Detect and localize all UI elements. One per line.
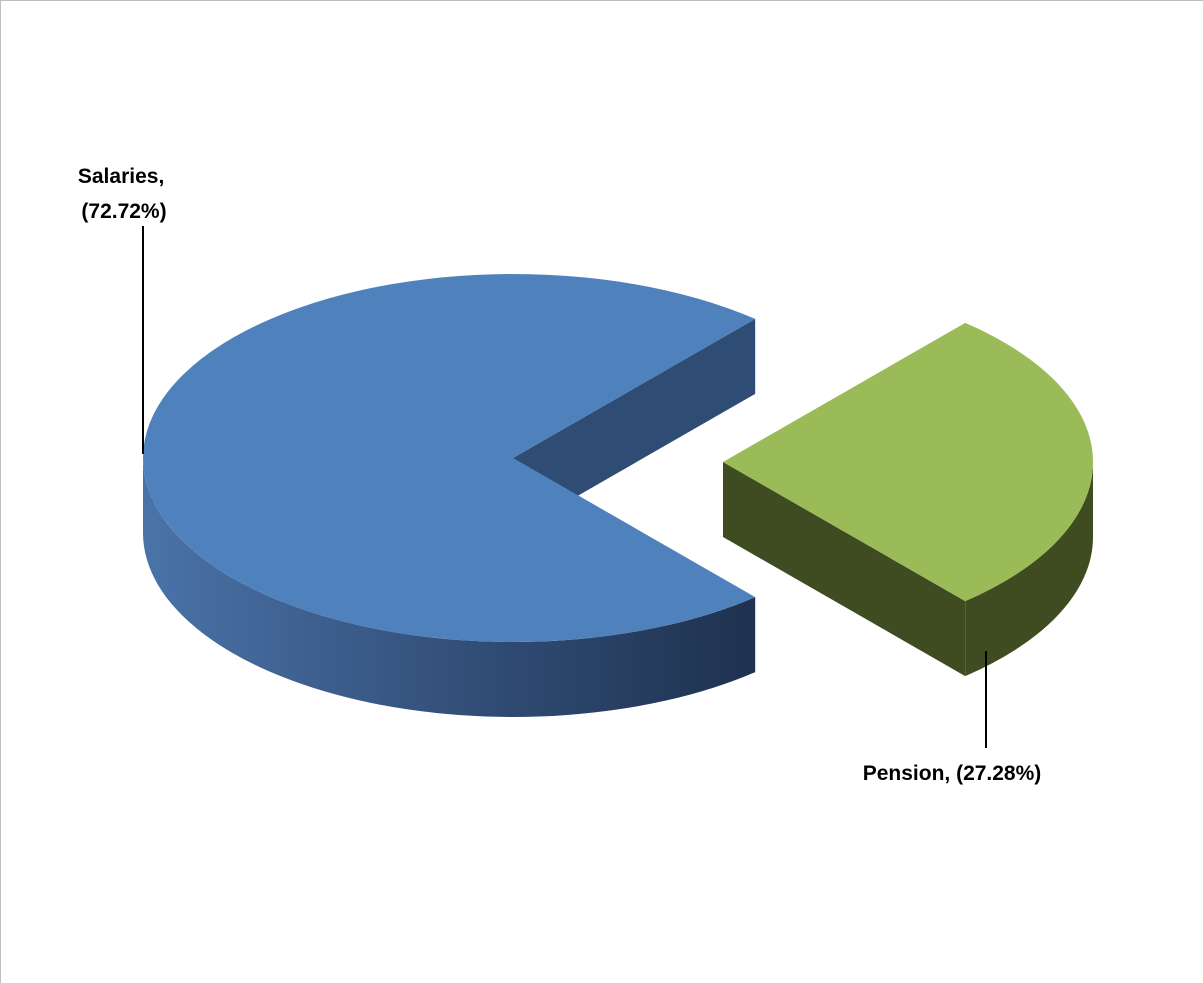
data-label-salaries: Salaries, (72.72%): [78, 165, 170, 223]
pie-slice-salaries: [143, 274, 755, 717]
data-label-pension: Pension, (27.28%): [863, 762, 1042, 785]
pie-slice-pension: [723, 323, 1093, 676]
